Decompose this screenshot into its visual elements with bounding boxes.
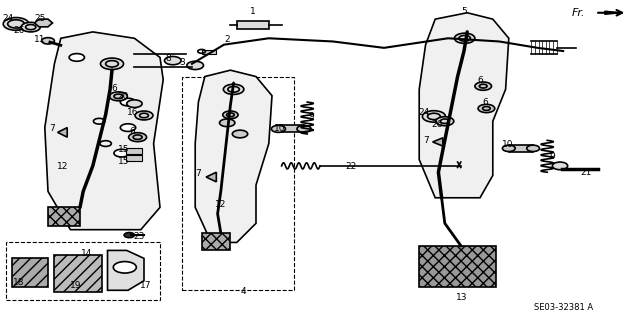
Circle shape xyxy=(69,54,84,61)
Polygon shape xyxy=(48,207,80,226)
Circle shape xyxy=(552,162,568,170)
Text: 16: 16 xyxy=(127,108,138,117)
Text: 7: 7 xyxy=(50,124,55,133)
Text: 18: 18 xyxy=(13,278,25,287)
Polygon shape xyxy=(35,19,52,27)
Text: 10: 10 xyxy=(274,124,285,133)
Circle shape xyxy=(527,145,540,152)
Text: 25: 25 xyxy=(34,14,45,23)
Polygon shape xyxy=(54,255,102,292)
Text: 10: 10 xyxy=(502,140,513,149)
Polygon shape xyxy=(12,258,48,287)
Text: 21: 21 xyxy=(580,168,592,177)
Bar xyxy=(202,50,216,54)
Text: 6: 6 xyxy=(483,98,488,107)
Circle shape xyxy=(127,100,142,108)
Circle shape xyxy=(478,104,495,113)
Polygon shape xyxy=(206,172,216,182)
Text: 6: 6 xyxy=(111,84,116,93)
Text: 24: 24 xyxy=(2,14,13,23)
Text: 23: 23 xyxy=(134,232,145,241)
Text: 22: 22 xyxy=(345,162,356,171)
Text: 12: 12 xyxy=(57,162,68,171)
Circle shape xyxy=(124,233,134,238)
Text: 3: 3 xyxy=(180,58,185,67)
Text: 15: 15 xyxy=(118,145,129,154)
Text: 19: 19 xyxy=(70,281,81,290)
Circle shape xyxy=(100,58,124,70)
Text: 1: 1 xyxy=(250,7,255,16)
Bar xyxy=(237,21,269,29)
Polygon shape xyxy=(433,138,443,146)
Text: 14: 14 xyxy=(81,249,92,258)
Text: 6: 6 xyxy=(477,76,483,85)
Text: 9: 9 xyxy=(309,112,314,121)
Text: 15: 15 xyxy=(118,157,129,166)
Circle shape xyxy=(129,133,147,142)
Polygon shape xyxy=(108,250,144,290)
Circle shape xyxy=(297,125,311,132)
Circle shape xyxy=(220,119,235,127)
Text: 20: 20 xyxy=(118,92,129,101)
Circle shape xyxy=(109,92,127,101)
Text: 26: 26 xyxy=(431,120,443,129)
Circle shape xyxy=(454,33,475,43)
Circle shape xyxy=(21,22,40,32)
Circle shape xyxy=(164,56,181,65)
Circle shape xyxy=(120,124,136,131)
Text: Fr.: Fr. xyxy=(572,8,586,18)
Text: 7: 7 xyxy=(196,169,201,178)
Polygon shape xyxy=(605,11,621,14)
Text: 12: 12 xyxy=(215,200,227,209)
Bar xyxy=(278,125,304,132)
Text: 4: 4 xyxy=(241,287,246,296)
Circle shape xyxy=(120,98,136,106)
Circle shape xyxy=(271,125,285,132)
Text: 8: 8 xyxy=(166,54,171,63)
Circle shape xyxy=(3,18,29,30)
Circle shape xyxy=(135,111,153,120)
Bar xyxy=(6,242,160,300)
Text: SE03-32381 A: SE03-32381 A xyxy=(534,303,593,312)
Circle shape xyxy=(187,61,204,70)
Circle shape xyxy=(223,84,244,94)
Circle shape xyxy=(232,130,248,138)
Polygon shape xyxy=(202,233,230,250)
Text: 5: 5 xyxy=(461,7,467,16)
Polygon shape xyxy=(195,70,272,242)
Bar xyxy=(182,77,294,290)
Circle shape xyxy=(114,149,129,157)
Text: 13: 13 xyxy=(456,293,468,302)
Bar xyxy=(126,148,142,154)
Text: 11: 11 xyxy=(34,35,45,44)
Text: 26: 26 xyxy=(13,26,25,35)
Circle shape xyxy=(422,111,445,122)
Polygon shape xyxy=(419,246,496,287)
Circle shape xyxy=(475,82,492,90)
Text: 24: 24 xyxy=(419,108,430,117)
Polygon shape xyxy=(58,128,67,137)
Text: 6: 6 xyxy=(130,127,135,136)
Polygon shape xyxy=(419,13,509,198)
Text: 9: 9 xyxy=(550,152,555,161)
Bar xyxy=(509,145,533,152)
Text: 2: 2 xyxy=(225,35,230,44)
Bar xyxy=(126,155,142,161)
Circle shape xyxy=(42,38,54,44)
Polygon shape xyxy=(45,32,163,230)
Text: 17: 17 xyxy=(140,281,152,290)
Circle shape xyxy=(502,145,515,152)
Text: 7: 7 xyxy=(423,137,428,145)
Circle shape xyxy=(436,117,454,126)
Circle shape xyxy=(223,111,238,119)
Circle shape xyxy=(113,262,136,273)
